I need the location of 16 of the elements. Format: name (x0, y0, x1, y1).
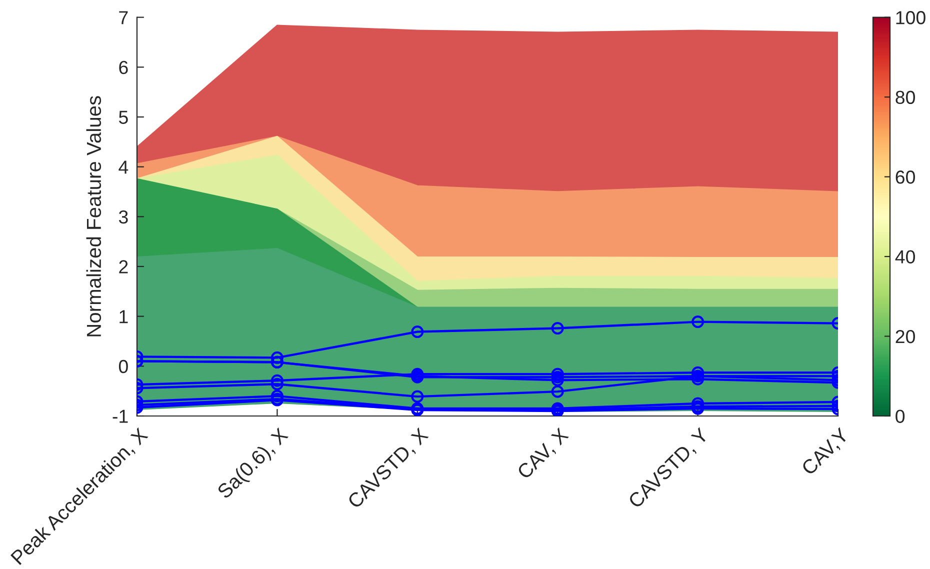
color-bar-label: 60 (896, 170, 915, 184)
y-tick-label: 1 (120, 310, 128, 324)
color-bar-label: 20 (896, 330, 915, 344)
color-bar-label: 100 (896, 11, 926, 24)
color-bar-label: 40 (895, 250, 915, 264)
y-tick-label: 5 (118, 110, 128, 124)
y-tick-label: 3 (118, 210, 128, 224)
color-bar-label: 80 (896, 90, 915, 104)
y-tick-label: 2 (119, 260, 128, 274)
y-tick-label: -1 (112, 410, 128, 423)
y-tick-label: 0 (118, 360, 128, 374)
y-tick-label: 4 (118, 160, 128, 174)
y-axis-title: Normalized Feature Values (86, 96, 102, 336)
y-tick-label: 7 (119, 11, 128, 24)
y-tick-label: 6 (119, 60, 128, 74)
color-bar-label: 0 (896, 410, 905, 423)
